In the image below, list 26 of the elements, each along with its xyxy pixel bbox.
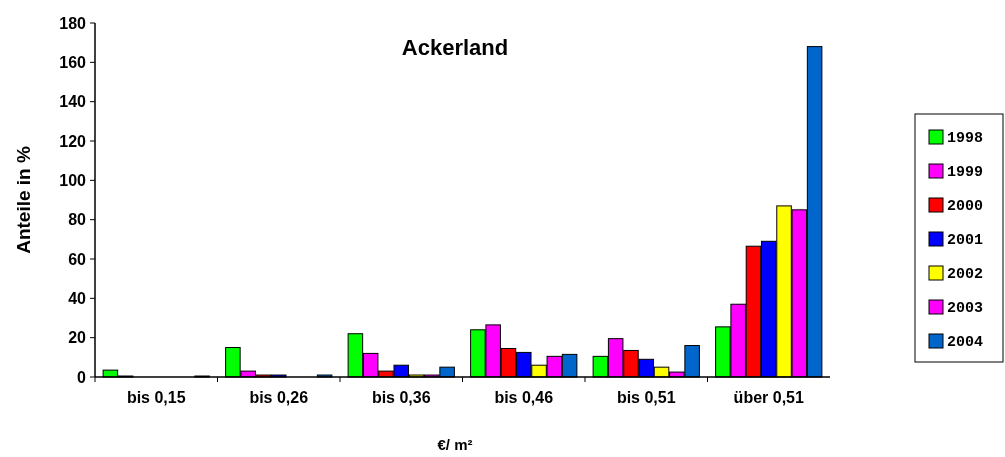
y-tick-label: 120 bbox=[59, 132, 87, 150]
y-tick-label: 80 bbox=[68, 211, 87, 229]
legend-label: 2001 bbox=[947, 232, 984, 250]
x-tick-label: bis 0,15 bbox=[126, 389, 186, 406]
y-tick-label: 160 bbox=[59, 53, 87, 71]
legend-label: 2004 bbox=[947, 334, 984, 352]
y-tick-label: 100 bbox=[59, 171, 87, 189]
legend-label: 2000 bbox=[947, 198, 984, 216]
y-tick-label: 0 bbox=[77, 368, 87, 386]
text: Ackerland bbox=[401, 35, 509, 60]
x-tick-label: bis 0,46 bbox=[494, 389, 554, 406]
legend-label: 2003 bbox=[947, 300, 984, 318]
y-tick-label: 20 bbox=[68, 329, 87, 347]
y-tick-label: 40 bbox=[68, 289, 87, 307]
x-tick-label: bis 0,36 bbox=[371, 389, 431, 406]
x-axis-title: €/ m² bbox=[437, 436, 473, 453]
y-tick-label: 60 bbox=[68, 250, 87, 268]
y-tick-label: 180 bbox=[59, 14, 87, 32]
legend-label: 1999 bbox=[947, 164, 984, 182]
x-tick-label: bis 0,51 bbox=[616, 389, 676, 406]
legend-label: 1998 bbox=[947, 130, 984, 148]
y-tick-label: 140 bbox=[59, 93, 87, 111]
x-tick-label: über 0,51 bbox=[733, 389, 804, 406]
y-axis-title: Anteile in % bbox=[13, 146, 34, 254]
x-tick-label: bis 0,26 bbox=[249, 389, 309, 406]
legend-label: 2002 bbox=[947, 266, 984, 284]
